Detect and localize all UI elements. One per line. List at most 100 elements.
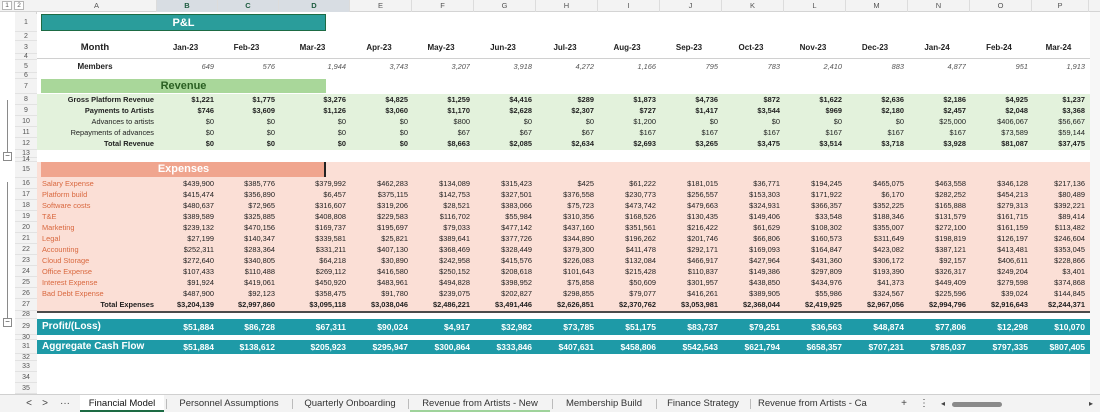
row-number[interactable]: 31	[15, 340, 37, 354]
month-header[interactable]: Sep-23	[675, 43, 703, 52]
column-header-n[interactable]: N	[908, 0, 970, 12]
expense-value[interactable]: $250,152	[439, 267, 470, 276]
revenue-value[interactable]: $289	[577, 95, 594, 104]
profit-value[interactable]: $51,884	[183, 322, 214, 332]
vertical-scrollbar[interactable]	[1090, 12, 1100, 394]
row-number[interactable]: 32	[15, 354, 37, 361]
cashflow-value[interactable]: $205,923	[310, 342, 346, 352]
revenue-value[interactable]: $0	[337, 139, 346, 148]
members-label[interactable]: Members	[77, 62, 113, 71]
expense-value[interactable]: $389,905	[749, 289, 780, 298]
column-header-b[interactable]: B	[157, 0, 218, 12]
row-number[interactable]: 11	[15, 127, 37, 138]
expense-value[interactable]: $311,649	[873, 234, 904, 243]
row-number[interactable]: 16	[15, 178, 37, 189]
expense-value[interactable]: $79,033	[443, 223, 470, 232]
expense-value[interactable]: $351,561	[625, 223, 656, 232]
expense-value[interactable]: $327,501	[501, 190, 532, 199]
revenue-row-label[interactable]: Advances to artists	[91, 117, 154, 126]
expense-value[interactable]: $470,156	[244, 223, 275, 232]
expense-value[interactable]: $164,847	[811, 245, 842, 254]
column-header-f[interactable]: F	[412, 0, 474, 12]
column-header-a[interactable]: A	[37, 0, 157, 12]
expense-value[interactable]: $66,806	[753, 234, 780, 243]
expense-value[interactable]: $344,890	[563, 234, 594, 243]
expense-value[interactable]: $153,303	[749, 190, 780, 199]
tab-personnel-assumptions[interactable]: Personnel Assumptions	[179, 398, 279, 409]
revenue-value[interactable]: $167	[825, 128, 842, 137]
revenue-value[interactable]: $0	[771, 117, 780, 126]
hscroll-right-arrow-icon[interactable]: ▸	[1088, 399, 1093, 408]
revenue-value[interactable]: $2,307	[571, 106, 594, 115]
revenue-value[interactable]: $2,693	[633, 139, 656, 148]
expense-value[interactable]: $134,089	[439, 179, 470, 188]
revenue-value[interactable]: $4,925	[1005, 95, 1028, 104]
expense-value[interactable]: $41,373	[877, 278, 904, 287]
expense-value[interactable]: $462,283	[377, 179, 408, 188]
members-value[interactable]: 1,913	[1066, 62, 1086, 71]
revenue-value[interactable]: $872	[763, 95, 780, 104]
expense-row-label[interactable]: Legal	[42, 234, 61, 243]
members-value[interactable]: 649	[201, 62, 214, 71]
expense-value[interactable]: $142,753	[439, 190, 470, 199]
revenue-value[interactable]: $2,186	[943, 95, 966, 104]
expense-value[interactable]: $229,583	[377, 212, 408, 221]
expense-value[interactable]: $352,225	[873, 201, 904, 210]
expense-value[interactable]: $72,965	[248, 201, 275, 210]
total-expenses-value[interactable]: $2,916,643	[991, 300, 1028, 309]
expense-value[interactable]: $239,132	[183, 223, 214, 232]
total-expenses-value[interactable]: $2,370,762	[619, 300, 656, 309]
members-value[interactable]: 576	[262, 62, 275, 71]
expense-value[interactable]: $55,986	[815, 289, 842, 298]
row-number[interactable]: 3	[15, 41, 37, 54]
expense-value[interactable]: $346,128	[997, 179, 1028, 188]
expense-value[interactable]: $113,482	[1054, 223, 1085, 232]
expense-value[interactable]: $425	[577, 179, 594, 188]
expense-value[interactable]: $108,302	[811, 223, 842, 232]
column-header-i[interactable]: I	[598, 0, 660, 12]
expense-value[interactable]: $406,611	[997, 256, 1028, 265]
add-sheet-button[interactable]: +	[901, 398, 907, 409]
expense-value[interactable]: $215,428	[625, 267, 656, 276]
row-number[interactable]: 30	[15, 334, 37, 341]
expense-value[interactable]: $89,414	[1058, 212, 1085, 221]
expense-value[interactable]: $379,992	[315, 179, 346, 188]
revenue-value[interactable]: $746	[197, 106, 214, 115]
members-value[interactable]: 1,944	[327, 62, 347, 71]
tab-revenue-from-artists-ca[interactable]: Revenue from Artists - Ca	[758, 398, 867, 409]
expense-value[interactable]: $36,771	[753, 179, 780, 188]
expense-value[interactable]: $75,723	[567, 201, 594, 210]
expense-value[interactable]: $282,252	[935, 190, 966, 199]
row-number[interactable]: 14	[15, 156, 37, 163]
column-header-c[interactable]: C	[218, 0, 279, 12]
expense-value[interactable]: $39,024	[1001, 289, 1028, 298]
expense-value[interactable]: $61,222	[629, 179, 656, 188]
row-number[interactable]: 34	[15, 372, 37, 383]
cashflow-value[interactable]: $621,794	[744, 342, 780, 352]
revenue-value[interactable]: $0	[399, 139, 408, 148]
row-number[interactable]: 25	[15, 277, 37, 288]
revenue-value[interactable]: $1,170	[447, 106, 470, 115]
expense-row-label[interactable]: Interest Expense	[42, 278, 98, 287]
cashflow-value[interactable]: $707,231	[868, 342, 904, 352]
expense-value[interactable]: $298,855	[563, 289, 594, 298]
revenue-value[interactable]: $2,636	[881, 95, 904, 104]
expense-value[interactable]: $479,663	[687, 201, 718, 210]
expense-value[interactable]: $416,261	[687, 289, 718, 298]
expense-value[interactable]: $107,433	[183, 267, 214, 276]
profit-label[interactable]: Profit/(Loss)	[42, 321, 101, 332]
revenue-value[interactable]: $25,000	[939, 117, 966, 126]
expense-value[interactable]: $25,821	[381, 234, 408, 243]
revenue-value[interactable]: $969	[825, 106, 842, 115]
expense-value[interactable]: $246,604	[1054, 234, 1085, 243]
profit-value[interactable]: $67,311	[315, 322, 346, 332]
column-header-o[interactable]: O	[970, 0, 1032, 12]
profit-value[interactable]: $51,175	[625, 322, 656, 332]
month-header[interactable]: Apr-23	[366, 43, 392, 52]
expense-value[interactable]: $198,819	[935, 234, 966, 243]
revenue-value[interactable]: $4,736	[695, 95, 718, 104]
tab-revenue-from-artists-new[interactable]: Revenue from Artists - New	[410, 395, 550, 412]
expense-value[interactable]: $228,866	[1054, 256, 1085, 265]
revenue-value[interactable]: $3,368	[1062, 106, 1085, 115]
revenue-value[interactable]: $67	[581, 128, 594, 137]
